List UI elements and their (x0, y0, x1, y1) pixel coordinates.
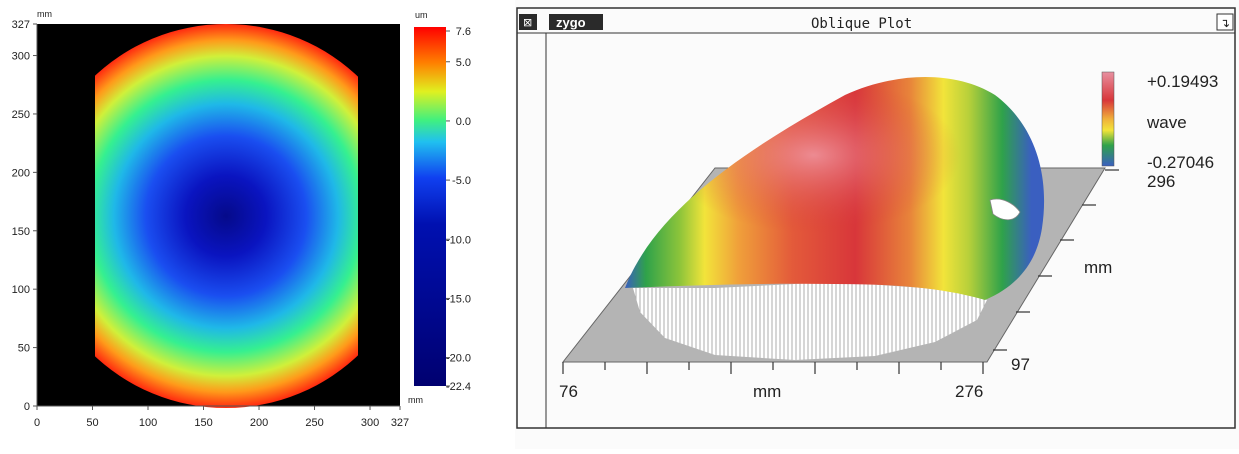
x-axis-ticks (562, 362, 984, 374)
y-tick-label: 150 (12, 226, 30, 238)
x-tick-label: 0 (34, 417, 40, 429)
colorbar-ticks: 7.6 5.0 0.0 -5.0 -10.0 -15.0 -20.0 -22.4 (446, 26, 471, 393)
surface-skirt (633, 282, 987, 360)
colorbar-tick-label: -5.0 (452, 175, 471, 187)
zygo-logo-text: zygo (556, 15, 586, 30)
x-axis: 0 50 100 150 200 250 300 327 (34, 406, 409, 429)
x-axis-max: 276 (955, 382, 983, 401)
colorbar-tick-label: -20.0 (446, 353, 471, 365)
oblique-plot-chart: ⊠ zygo Oblique Plot ↴ (516, 7, 1236, 429)
close-icon[interactable] (519, 14, 537, 30)
colorbar-tick-label: 5.0 (456, 57, 471, 69)
x-tick-label: 250 (305, 417, 323, 429)
x-axis-label: mm (753, 382, 781, 401)
colorbar-unit: um (415, 10, 428, 20)
oblique-plot-window: ⊠ zygo Oblique Plot ↴ (515, 0, 1239, 449)
y-tick-label: 50 (18, 343, 30, 355)
legend-unit: wave (1146, 113, 1187, 132)
y-axis-max: 296 (1147, 172, 1175, 191)
colorbar-tick-label: -22.4 (446, 381, 471, 393)
colorbar (414, 27, 446, 386)
colorbar-tick-label: -10.0 (446, 234, 471, 246)
close-glyph: ⊠ (523, 16, 532, 29)
y-axis-ticks (993, 169, 1119, 351)
y-tick-label: 200 (12, 167, 30, 179)
window-title: Oblique Plot (811, 16, 912, 32)
resize-icon[interactable] (1216, 13, 1234, 31)
surface-map-panel: 0 50 100 150 200 250 300 327 0 50 100 150 200 250 300… (0, 0, 500, 449)
colorbar-tick-label: -15.0 (446, 293, 471, 305)
x-tick-label: 100 (139, 417, 157, 429)
surface-dome-peak (625, 76, 1045, 301)
y-axis-unit: mm (37, 9, 52, 19)
y-tick-label: 327 (12, 19, 30, 31)
y-axis-min: 97 (1011, 355, 1030, 374)
x-tick-label: 150 (194, 417, 212, 429)
x-tick-label: 200 (250, 417, 268, 429)
legend-max: +0.19493 (1147, 72, 1218, 91)
window-frame (516, 7, 1236, 429)
x-tick-label: 300 (361, 417, 379, 429)
zygo-logo (549, 14, 603, 30)
x-axis-min: 76 (559, 382, 578, 401)
y-axis-label: mm (1084, 258, 1112, 277)
wave-legend-bar (1101, 71, 1115, 167)
surface-map-chart: 0 50 100 150 200 250 300 327 0 50 100 150 200 250 300… (12, 9, 471, 429)
y-axis: 0 50 100 150 200 250 300 327 (12, 19, 37, 413)
colorbar-tick-label: 7.6 (456, 26, 471, 38)
legend-min: -0.27046 (1147, 153, 1214, 172)
resize-glyph: ↴ (1220, 16, 1230, 30)
surface-map (95, 24, 358, 408)
x-tick-label: 327 (391, 417, 409, 429)
y-tick-label: 300 (12, 51, 30, 63)
y-tick-label: 0 (24, 401, 30, 413)
y-tick-label: 100 (12, 284, 30, 296)
colorbar-tick-label: 0.0 (456, 116, 471, 128)
x-axis-unit: mm (408, 395, 423, 405)
x-tick-label: 50 (86, 417, 98, 429)
surface-notch (989, 198, 1021, 221)
y-tick-label: 250 (12, 109, 30, 121)
